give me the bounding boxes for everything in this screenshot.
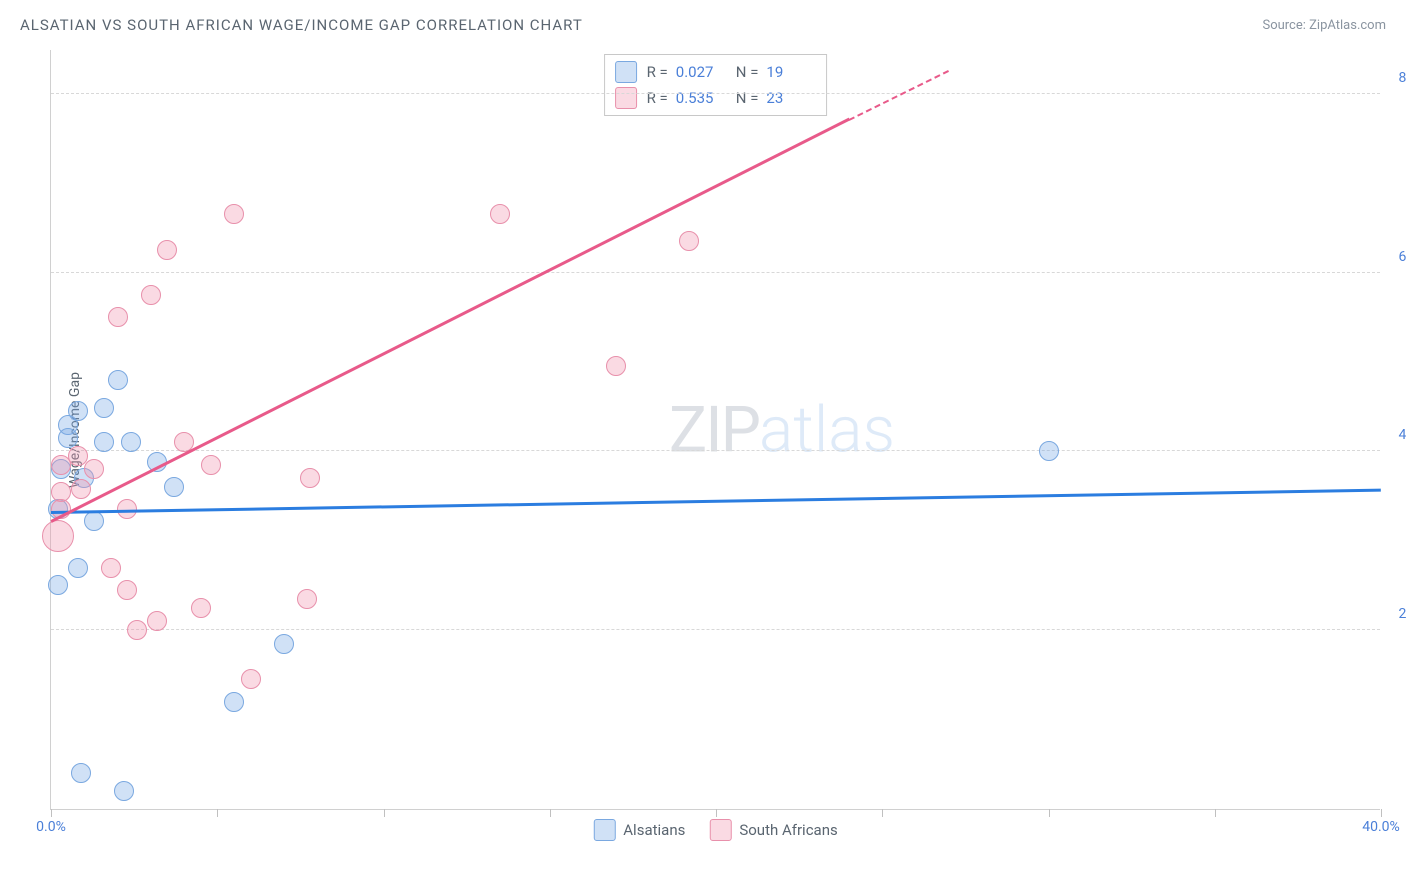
trend-line — [51, 489, 1381, 514]
data-point — [127, 620, 147, 640]
data-point — [224, 204, 244, 224]
x-tick — [1049, 809, 1050, 817]
data-point — [606, 356, 626, 376]
x-tick — [1381, 809, 1382, 817]
correlation-legend: R = 0.027 N = 19 R = 0.535 N = 23 — [604, 54, 828, 116]
legend-item: South Africans — [709, 819, 837, 841]
data-point — [71, 479, 91, 499]
data-point — [157, 240, 177, 260]
y-tick-label: 60.0% — [1398, 249, 1406, 265]
watermark-atlas: atlas — [759, 392, 895, 467]
legend-r-label: R = — [647, 89, 668, 107]
legend-r-label: R = — [647, 63, 668, 81]
x-tick — [384, 809, 385, 817]
y-tick-label: 80.0% — [1398, 70, 1406, 86]
data-point — [490, 204, 510, 224]
data-point — [300, 468, 320, 488]
data-point — [297, 589, 317, 609]
legend-swatch — [615, 61, 637, 83]
data-point — [108, 370, 128, 390]
plot-area: Wage/Income Gap ZIPatlas R =0.027N =19R … — [50, 50, 1380, 810]
data-point — [121, 432, 141, 452]
legend-row: R = 0.027 N = 19 — [615, 59, 817, 85]
x-tick — [51, 809, 52, 817]
x-tick — [716, 809, 717, 817]
data-point — [84, 459, 104, 479]
data-point — [101, 558, 121, 578]
data-point — [94, 432, 114, 452]
data-point — [117, 580, 137, 600]
x-tick-label: 0.0% — [36, 819, 66, 835]
trend-line — [50, 118, 849, 523]
watermark: ZIPatlas — [669, 392, 895, 467]
data-point — [42, 520, 74, 552]
legend-item: Alsatians — [593, 819, 685, 841]
legend-n-label: N = — [736, 63, 759, 81]
series-legend: Alsatians South Africans — [593, 819, 837, 841]
gridline — [51, 272, 1380, 273]
legend-swatch — [593, 819, 615, 841]
legend-r-value: 0.027 — [676, 63, 726, 81]
gridline — [51, 629, 1380, 630]
data-point — [58, 428, 78, 448]
chart-container: ALSATIAN VS SOUTH AFRICAN WAGE/INCOME GA… — [0, 0, 1406, 892]
legend-swatch — [615, 87, 637, 109]
x-tick — [550, 809, 551, 817]
data-point — [114, 781, 134, 801]
x-tick — [1215, 809, 1216, 817]
legend-swatch — [709, 819, 731, 841]
legend-r-value: 0.535 — [676, 89, 726, 107]
data-point — [241, 669, 261, 689]
data-point — [68, 446, 88, 466]
data-point — [1039, 441, 1059, 461]
legend-row: R = 0.535 N = 23 — [615, 85, 817, 111]
data-point — [68, 558, 88, 578]
y-tick-label: 20.0% — [1398, 606, 1406, 622]
legend-n-value: 19 — [766, 63, 816, 81]
watermark-zip: ZIP — [669, 392, 759, 467]
data-point — [147, 611, 167, 631]
x-tick — [217, 809, 218, 817]
data-point — [679, 231, 699, 251]
data-point — [108, 307, 128, 327]
legend-n-label: N = — [736, 89, 759, 107]
gridline — [51, 93, 1380, 94]
data-point — [71, 763, 91, 783]
source-label: Source: ZipAtlas.com — [1262, 18, 1386, 33]
data-point — [48, 575, 68, 595]
legend-label: South Africans — [739, 821, 837, 839]
chart-title: ALSATIAN VS SOUTH AFRICAN WAGE/INCOME GA… — [20, 16, 583, 34]
y-tick-label: 40.0% — [1398, 427, 1406, 443]
data-point — [224, 692, 244, 712]
data-point — [201, 455, 221, 475]
data-point — [164, 477, 184, 497]
x-tick — [882, 809, 883, 817]
data-point — [274, 634, 294, 654]
data-point — [191, 598, 211, 618]
x-tick-label: 40.0% — [1362, 819, 1400, 835]
data-point — [84, 511, 104, 531]
data-point — [141, 285, 161, 305]
gridline — [51, 450, 1380, 451]
legend-label: Alsatians — [623, 821, 685, 839]
trend-line — [849, 69, 950, 120]
legend-n-value: 23 — [766, 89, 816, 107]
data-point — [94, 398, 114, 418]
